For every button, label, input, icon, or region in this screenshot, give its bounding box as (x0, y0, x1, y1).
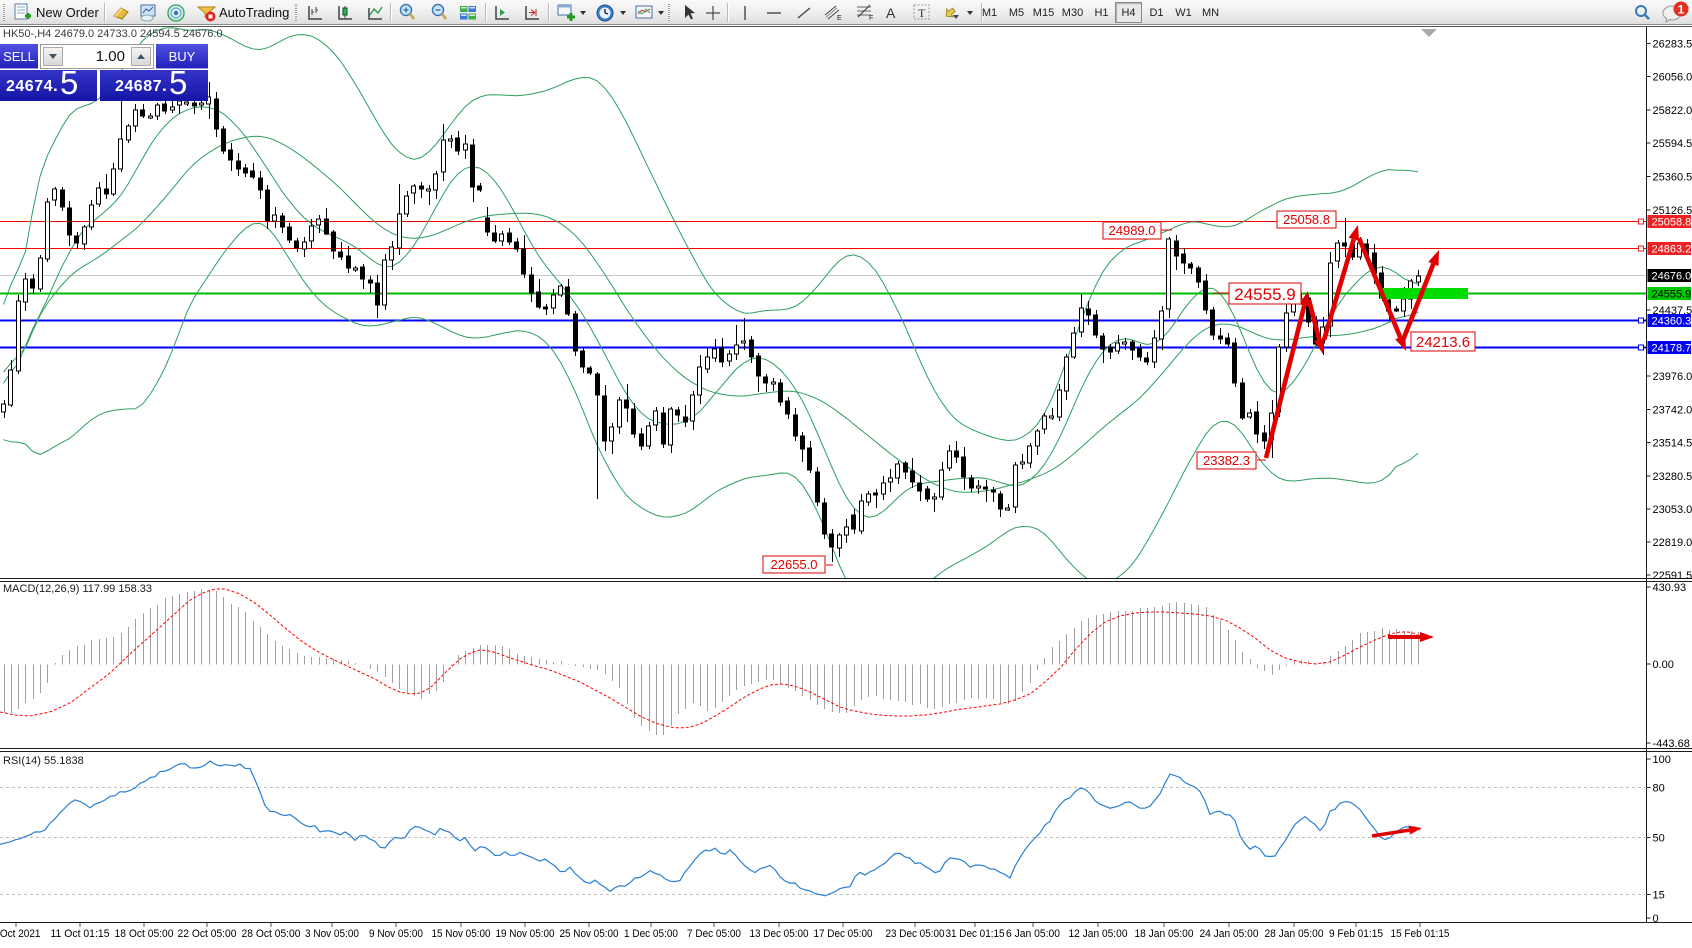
svg-text:23514.5: 23514.5 (1653, 438, 1692, 450)
svg-text:25822.0: 25822.0 (1653, 105, 1692, 117)
svg-text:6 Jan 05:00: 6 Jan 05:00 (1006, 928, 1060, 940)
svg-text:17 Dec 05:00: 17 Dec 05:00 (814, 928, 873, 940)
svg-text:100: 100 (1653, 754, 1671, 766)
svg-text:28 Jan 05:00: 28 Jan 05:00 (1265, 928, 1324, 940)
svg-text:23742.0: 23742.0 (1653, 405, 1692, 417)
svg-text:RSI(14) 55.1838: RSI(14) 55.1838 (3, 755, 84, 767)
svg-text:1 Dec 05:00: 1 Dec 05:00 (624, 928, 678, 940)
svg-text:15: 15 (1653, 890, 1665, 902)
svg-text:24213.6: 24213.6 (1416, 334, 1470, 351)
svg-text:0: 0 (1653, 913, 1659, 925)
svg-text:23 Dec 05:00: 23 Dec 05:00 (886, 928, 945, 940)
svg-text:9 Feb 01:15: 9 Feb 01:15 (1329, 928, 1383, 940)
svg-text:7 Dec 05:00: 7 Dec 05:00 (687, 928, 741, 940)
svg-text:3 Nov 05:00: 3 Nov 05:00 (305, 928, 359, 940)
svg-text:MACD(12,26,9) 117.99 158.33: MACD(12,26,9) 117.99 158.33 (3, 583, 152, 595)
svg-text:25594.5: 25594.5 (1653, 138, 1692, 150)
svg-text:HK50-,H4 24679.0 24733.0 2459: HK50-,H4 24679.0 24733.0 24594.5 24676.0 (3, 28, 223, 40)
svg-text:23382.3: 23382.3 (1203, 453, 1250, 468)
svg-text:24863.2: 24863.2 (1652, 244, 1692, 256)
svg-text:1: 1 (1678, 2, 1685, 16)
svg-text:9 Nov 05:00: 9 Nov 05:00 (369, 928, 423, 940)
svg-text:22591.5: 22591.5 (1653, 570, 1692, 582)
svg-text:F: F (869, 15, 873, 22)
svg-text:19 Nov 05:00: 19 Nov 05:00 (496, 928, 555, 940)
svg-text:23280.5: 23280.5 (1653, 471, 1692, 483)
svg-text:26283.5: 26283.5 (1653, 39, 1692, 51)
svg-text:18 Oct 05:00: 18 Oct 05:00 (115, 928, 174, 940)
svg-text:26056.0: 26056.0 (1653, 72, 1692, 84)
svg-text:80: 80 (1653, 783, 1665, 795)
svg-text:31 Dec 01:15: 31 Dec 01:15 (946, 928, 1005, 940)
svg-text:24178.7: 24178.7 (1652, 343, 1692, 355)
svg-text:28 Oct 05:00: 28 Oct 05:00 (242, 928, 301, 940)
svg-text:430.93: 430.93 (1653, 582, 1687, 594)
svg-text:15 Feb 01:15: 15 Feb 01:15 (1391, 928, 1450, 940)
svg-text:24555.9: 24555.9 (1234, 285, 1295, 304)
svg-text:24555.9: 24555.9 (1652, 289, 1692, 301)
svg-text:24360.3: 24360.3 (1652, 316, 1692, 328)
svg-text:24989.0: 24989.0 (1109, 223, 1156, 238)
svg-text:E: E (837, 15, 842, 22)
svg-text:25058.8: 25058.8 (1652, 217, 1692, 229)
svg-text:24 Jan 05:00: 24 Jan 05:00 (1200, 928, 1259, 940)
svg-text:23053.0: 23053.0 (1653, 504, 1692, 516)
svg-text:0.00: 0.00 (1653, 659, 1674, 671)
svg-text:24676.0: 24676.0 (1652, 271, 1692, 283)
svg-text:11 Oct 01:15: 11 Oct 01:15 (51, 928, 110, 940)
svg-text:25058.8: 25058.8 (1283, 212, 1330, 227)
svg-text:22 Oct 05:00: 22 Oct 05:00 (178, 928, 237, 940)
svg-text:T: T (918, 6, 926, 20)
svg-text:12 Jan 05:00: 12 Jan 05:00 (1069, 928, 1128, 940)
svg-text:25 Nov 05:00: 25 Nov 05:00 (560, 928, 619, 940)
svg-text:50: 50 (1653, 833, 1665, 845)
svg-text:-443.68: -443.68 (1653, 738, 1690, 750)
svg-text:5 Oct 2021: 5 Oct 2021 (0, 928, 41, 940)
svg-text:15 Nov 05:00: 15 Nov 05:00 (432, 928, 491, 940)
svg-text:22655.0: 22655.0 (771, 557, 818, 572)
svg-text:18 Jan 05:00: 18 Jan 05:00 (1135, 928, 1194, 940)
svg-text:22819.0: 22819.0 (1653, 537, 1692, 549)
svg-text:25360.5: 25360.5 (1653, 172, 1692, 184)
svg-text:23976.0: 23976.0 (1653, 371, 1692, 383)
svg-text:13 Dec 05:00: 13 Dec 05:00 (750, 928, 809, 940)
